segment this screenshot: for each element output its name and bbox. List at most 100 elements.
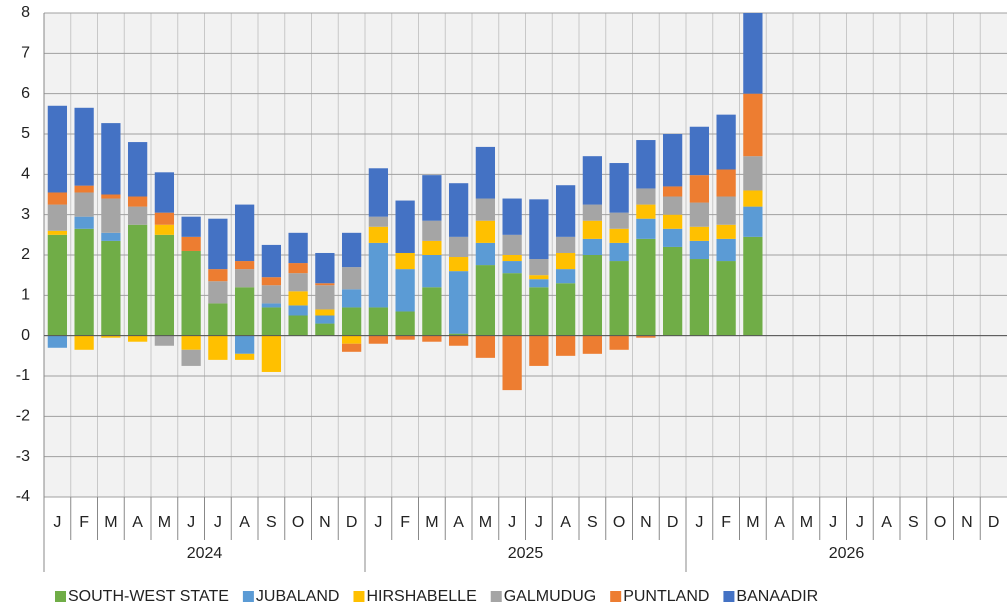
- x-tick-label: S: [908, 514, 919, 531]
- bar-segment: [636, 188, 656, 205]
- y-tick-label: 5: [21, 125, 30, 142]
- x-tick-label: S: [266, 514, 277, 531]
- bar-segment: [47, 192, 68, 205]
- bar-segment: [422, 255, 442, 288]
- bar-segment: [743, 190, 763, 207]
- bar-segment: [127, 196, 148, 207]
- x-tick-label: F: [400, 514, 410, 531]
- x-tick-label: A: [453, 514, 464, 531]
- bar-segment: [261, 277, 282, 286]
- y-tick-label: -2: [16, 408, 30, 425]
- bar-segment: [422, 335, 442, 342]
- x-tick-label: A: [881, 514, 892, 531]
- bar-segment: [74, 335, 94, 350]
- bar-segment: [716, 114, 736, 170]
- x-tick-label: O: [613, 514, 625, 531]
- bar-segment: [555, 236, 576, 253]
- bar-segment: [315, 285, 335, 310]
- bar-segment: [555, 335, 576, 356]
- bar-segment: [475, 335, 496, 358]
- bar-segment: [154, 234, 175, 336]
- x-tick-label: M: [158, 514, 171, 531]
- x-tick-label: J: [829, 514, 837, 531]
- bar-segment: [368, 242, 389, 308]
- group-label: 2024: [187, 545, 223, 562]
- bar-segment: [315, 309, 335, 316]
- bar-segment: [154, 224, 175, 235]
- bar-segment: [47, 335, 68, 348]
- bar-segment: [448, 236, 469, 258]
- x-tick-label: A: [239, 514, 250, 531]
- bar-segment: [395, 269, 415, 312]
- bar-segment: [101, 232, 121, 241]
- bar-segment: [234, 287, 255, 336]
- bar-segment: [716, 238, 736, 262]
- bar-segment: [181, 335, 201, 350]
- bar-segment: [475, 198, 496, 221]
- bar-segment: [529, 287, 549, 336]
- bar-segment: [341, 307, 362, 336]
- y-tick-label: 6: [21, 85, 30, 102]
- bar-segment: [234, 269, 255, 288]
- bar-segment: [154, 172, 175, 213]
- x-tick-label: N: [319, 514, 331, 531]
- bar-segment: [74, 228, 94, 336]
- bar-segment: [234, 204, 255, 262]
- legend-label: BANAADIR: [736, 588, 818, 605]
- bar-segment: [448, 183, 469, 237]
- bar-segment: [101, 240, 121, 336]
- legend-label: GALMUDUG: [504, 588, 596, 605]
- bar-segment: [101, 335, 121, 338]
- bar-segment: [636, 238, 656, 336]
- legend-label: PUNTLAND: [623, 588, 709, 605]
- x-tick-label: F: [721, 514, 731, 531]
- bar-segment: [127, 335, 148, 342]
- x-tick-label: A: [774, 514, 785, 531]
- bar-segment: [636, 218, 656, 239]
- y-tick-label: -1: [16, 367, 30, 384]
- bar-segment: [662, 228, 683, 247]
- bar-segment: [582, 204, 603, 221]
- bar-segment: [47, 230, 68, 235]
- bar-segment: [47, 234, 68, 336]
- bar-segment: [529, 199, 549, 260]
- bar-segment: [555, 185, 576, 237]
- x-tick-label: J: [374, 514, 382, 531]
- bar-segment: [716, 261, 736, 336]
- bar-segment: [288, 232, 308, 264]
- group-label: 2026: [829, 545, 865, 562]
- bar-segment: [101, 123, 121, 195]
- bar-segment: [475, 220, 496, 243]
- bar-segment: [208, 269, 228, 282]
- bar-segment: [502, 335, 522, 391]
- x-tick-label: O: [292, 514, 304, 531]
- bar-segment: [288, 305, 308, 316]
- bar-segment: [288, 315, 308, 336]
- bar-segment: [689, 175, 710, 203]
- bar-segment: [743, 206, 763, 237]
- x-tick-label: N: [640, 514, 652, 531]
- bar-segment: [662, 246, 683, 336]
- bar-segment: [743, 93, 763, 157]
- bar-segment: [315, 323, 335, 336]
- bar-segment: [154, 335, 175, 346]
- bar-segment: [529, 279, 549, 288]
- x-tick-label: J: [508, 514, 516, 531]
- bar-segment: [368, 307, 389, 336]
- bar-segment: [234, 353, 255, 360]
- bar-segment: [47, 204, 68, 231]
- bar-segment: [101, 198, 121, 233]
- bar-segment: [261, 285, 282, 304]
- bar-segment: [609, 335, 629, 350]
- bar-segment: [636, 335, 656, 338]
- bar-segment: [448, 333, 469, 336]
- bar-segment: [582, 220, 603, 239]
- bar-segment: [315, 315, 335, 324]
- bar-segment: [127, 224, 148, 336]
- bar-segment: [74, 185, 94, 193]
- x-tick-label: J: [187, 514, 195, 531]
- bar-segment: [502, 255, 522, 262]
- bar-segment: [368, 216, 389, 227]
- bar-segment: [475, 265, 496, 336]
